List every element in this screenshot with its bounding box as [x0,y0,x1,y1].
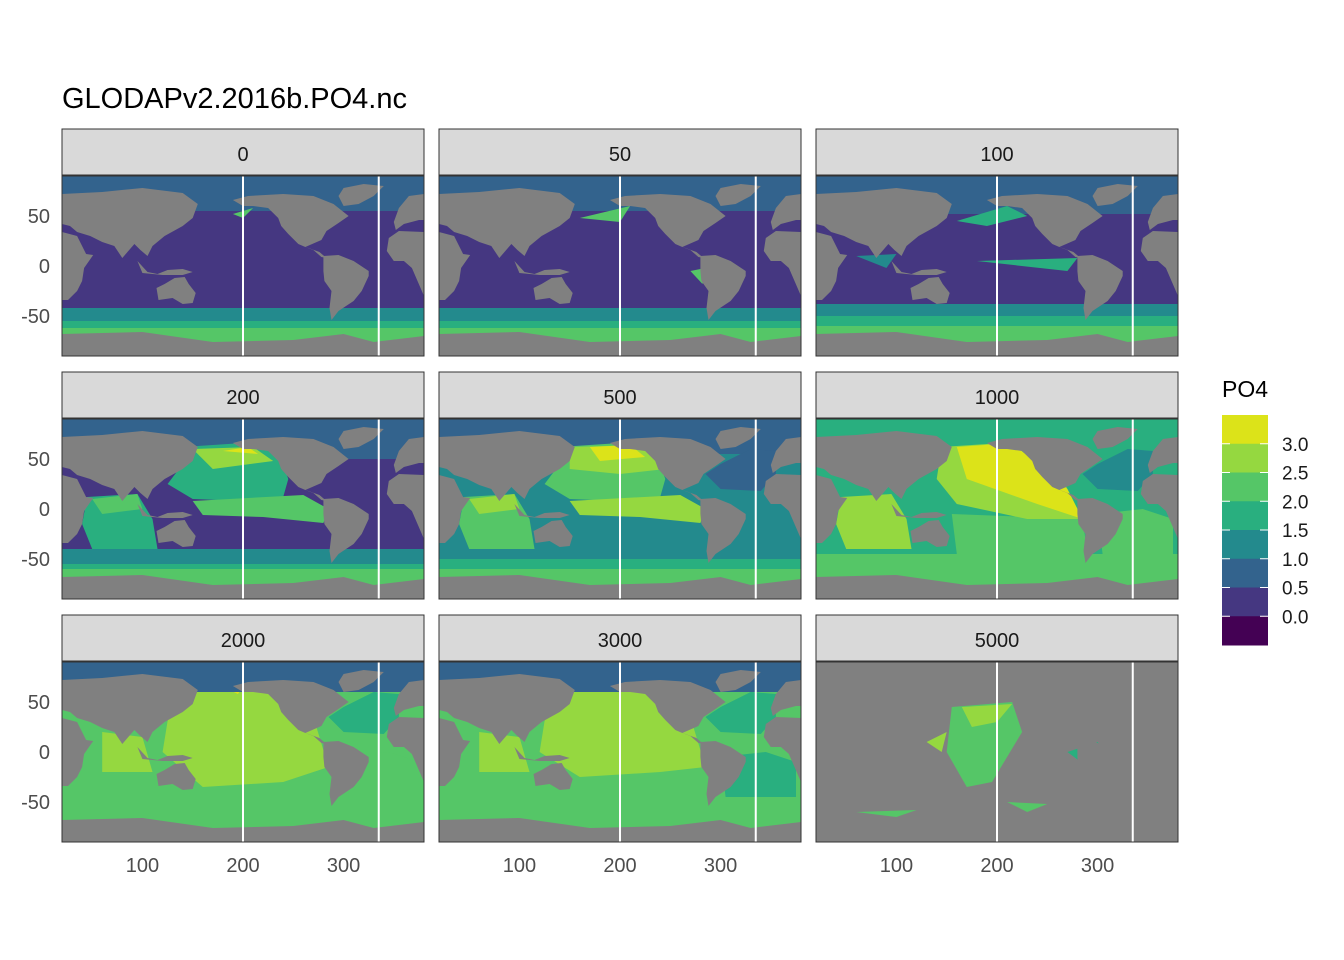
legend-label: 1.5 [1282,521,1308,542]
x-tick-label: 200 [603,855,636,877]
facet-strip [815,371,1179,419]
map-area [62,662,424,842]
map-area [439,419,801,599]
facet-label: 100 [980,144,1013,166]
x-tick-label: 300 [1081,855,1114,877]
legend-title: PO4 [1222,376,1268,402]
legend-swatch [1222,558,1268,588]
chart-title: GLODAPv2.2016b.PO4.nc [62,83,407,115]
facet-strip [438,128,802,176]
facet-panel: 50 [438,128,802,357]
facet-strip [61,128,425,176]
map-area [439,176,801,356]
legend-label: 3.0 [1282,435,1308,456]
facet-panel: 5000 [815,614,1179,843]
x-tick-label: 200 [980,855,1013,877]
panel-border [438,661,802,843]
facet-panel: 0 [61,128,425,357]
legend-swatch [1222,587,1268,617]
panel-border [815,661,1179,843]
facet-panel: 2000 [61,614,425,843]
map-area [439,662,801,842]
y-axes: 50 0 -50 50 0 -50 50 0 -50 [21,206,50,814]
facet-panel: 100 [815,128,1179,357]
legend-swatch [1222,415,1268,445]
x-tick-label: 100 [126,855,159,877]
panel-border [815,175,1179,357]
legend-swatch [1222,472,1268,502]
panel-border [438,175,802,357]
facet-panel: 3000 [438,614,802,843]
facet-label: 500 [603,387,636,409]
facet-panel: 200 [61,371,425,600]
legend-label: 2.5 [1282,464,1308,485]
x-tick-label: 100 [503,855,536,877]
legend-color-bar [1222,415,1268,646]
facet-label: 2000 [221,630,266,652]
facet-label: 5000 [975,630,1020,652]
facet-label: 3000 [598,630,643,652]
legend-label: 1.0 [1282,550,1308,571]
legend-labels: 3.0 2.5 2.0 1.5 1.0 0.5 0.0 [1222,435,1308,628]
legend-label: 2.0 [1282,492,1308,513]
map-area [62,176,424,356]
map-area [62,419,424,599]
y-tick-label: 0 [39,256,50,278]
y-tick-label: -50 [21,306,50,328]
x-tick-label: 100 [880,855,913,877]
x-axes: 100 200 300 100 200 300 100 200 300 [126,855,1114,877]
facet-label: 200 [226,387,259,409]
map-area [816,662,1178,842]
facet-strip [61,371,425,419]
panel-border [61,418,425,600]
facet-panel: 1000 [815,371,1179,600]
facet-strip [815,614,1179,662]
facet-strip [61,614,425,662]
y-tick-label: 50 [28,692,50,714]
map-area [816,419,1178,599]
legend-swatch [1222,443,1268,473]
legend-label: 0.0 [1282,607,1308,628]
x-tick-label: 200 [226,855,259,877]
legend-swatch [1222,501,1268,531]
panel-border [61,661,425,843]
facet-panels: 0 50 100 200 500 1000 2000 3000 5000 [61,128,1179,843]
x-tick-label: 300 [327,855,360,877]
y-tick-label: -50 [21,549,50,571]
facet-label: 1000 [975,387,1020,409]
facet-strip [438,371,802,419]
panel-border [815,418,1179,600]
legend-swatch [1222,530,1268,560]
y-tick-label: -50 [21,792,50,814]
facet-panel: 500 [438,371,802,600]
facet-label: 50 [609,144,631,166]
legend-label: 0.5 [1282,579,1308,600]
facet-label: 0 [237,144,248,166]
map-area [816,176,1178,356]
panel-border [61,175,425,357]
legend-swatch [1222,616,1268,646]
x-tick-label: 300 [704,855,737,877]
legend: PO4 3.0 2.5 2.0 1.5 1.0 0.5 0.0 [1222,376,1308,646]
y-tick-label: 50 [28,449,50,471]
panel-border [438,418,802,600]
facet-strip [815,128,1179,176]
y-tick-label: 50 [28,206,50,228]
y-tick-label: 0 [39,742,50,764]
facet-strip [438,614,802,662]
y-tick-label: 0 [39,499,50,521]
